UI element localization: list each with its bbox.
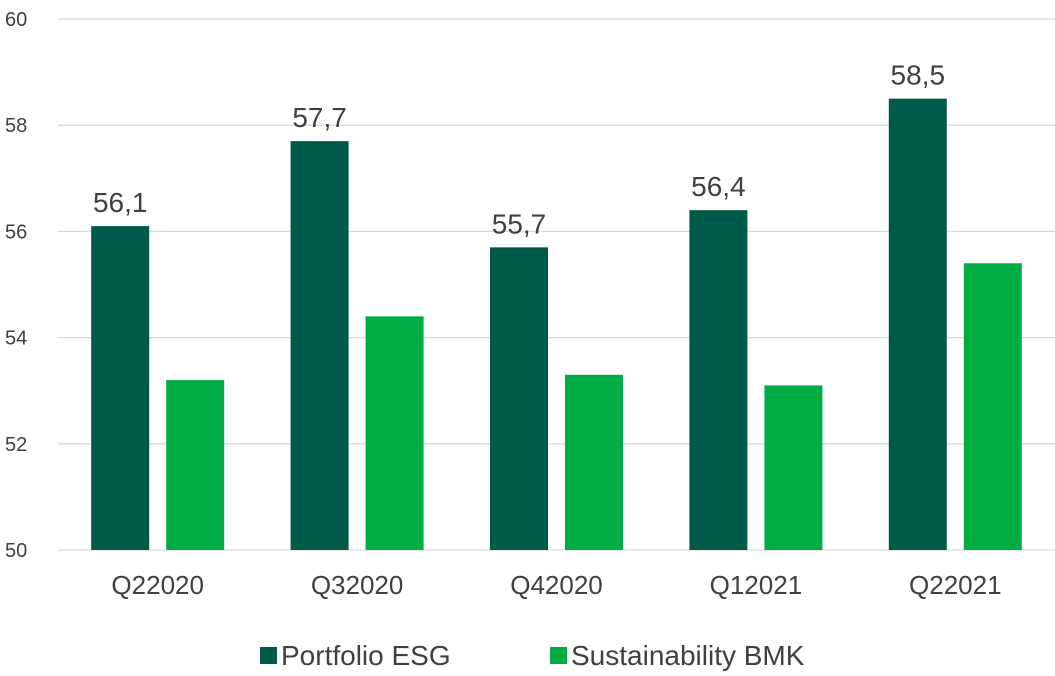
y-tick-label: 52 [5,434,27,456]
bar-sustainability-bmk [565,374,623,550]
bar-sustainability-bmk [166,380,225,550]
bar-sustainability-bmk [764,385,823,550]
data-label: 58,5 [891,60,946,91]
y-tick-label: 56 [5,221,27,243]
data-label: 56,1 [93,187,148,218]
bar-sustainability-bmk [365,316,424,550]
legend-swatch [260,647,277,664]
legend-label: Portfolio ESG [281,640,451,671]
y-axis-ticks: 50 52 54 56 58 60 [5,9,27,562]
bar-portfolio-esg [490,247,548,550]
x-axis-categories: Q22020 Q32020 Q42020 Q12021 Q22021 [111,570,1001,600]
legend-swatch [550,647,567,664]
y-tick-label: 60 [5,9,27,31]
y-tick-label: 58 [5,115,27,137]
data-label: 56,4 [691,171,746,202]
data-labels: 56,1 57,7 55,7 56,4 58,5 [93,60,945,240]
y-tick-label: 50 [5,540,27,562]
x-category-label: Q42020 [510,570,603,600]
legend-label: Sustainability BMK [571,640,805,671]
bars [91,98,1022,551]
data-label: 55,7 [492,208,547,239]
bar-portfolio-esg [689,210,748,550]
bar-portfolio-esg [290,141,349,550]
data-label: 57,7 [292,102,347,133]
x-category-label: Q32020 [311,570,404,600]
x-category-label: Q12021 [710,570,803,600]
x-category-label: Q22020 [111,570,204,600]
y-tick-label: 54 [5,328,27,350]
bar-portfolio-esg [91,226,150,550]
x-category-label: Q22021 [909,570,1002,600]
legend: Portfolio ESG Sustainability BMK [260,640,805,671]
bar-portfolio-esg [888,98,947,551]
bar-sustainability-bmk [963,263,1022,550]
